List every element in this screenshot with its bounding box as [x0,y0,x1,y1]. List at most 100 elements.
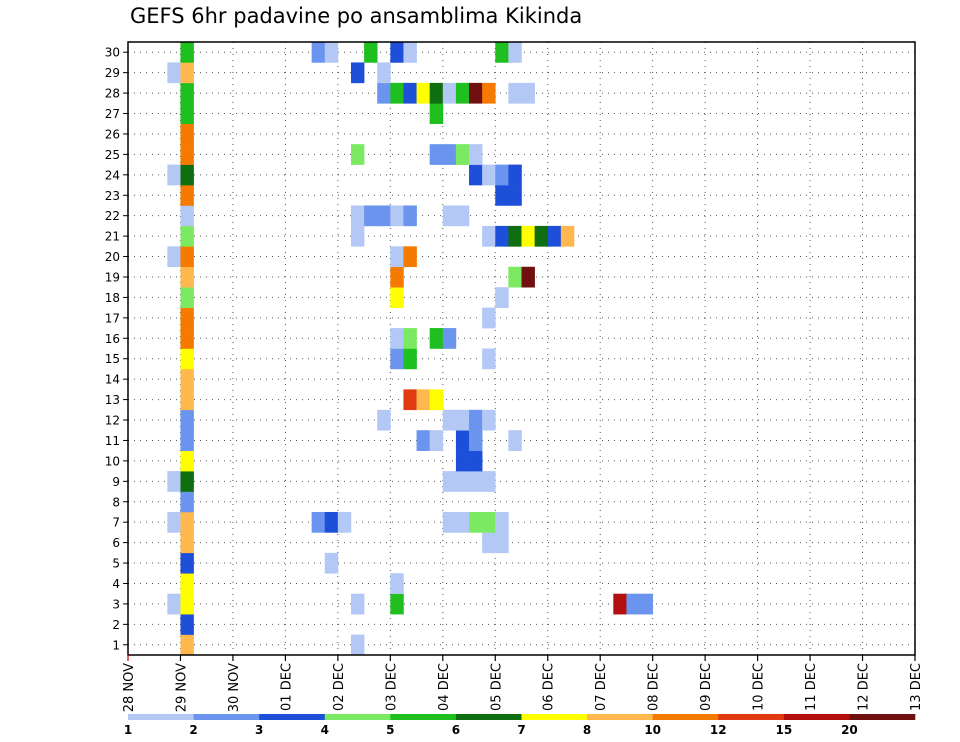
heatmap-cell [403,42,417,63]
heatmap-cell [180,123,194,145]
heatmap-cell [180,389,194,411]
heatmap-cell [429,144,444,165]
heatmap-cell [350,144,365,165]
heatmap-cell [482,307,496,329]
heatmap-cell [364,42,378,63]
heatmap-cell [442,409,457,431]
colorbar-label: 7 [517,723,525,737]
heatmap-cell [311,42,326,63]
heatmap-cell [442,82,457,104]
x-tick-label: 08 DEC [647,663,662,711]
x-tick-label: 01 DEC [279,663,294,711]
heatmap-cell [508,82,522,104]
y-tick-label: 12 [105,414,120,428]
x-tick-label: 09 DEC [699,663,714,711]
y-tick-label: 11 [105,434,120,448]
heatmap-cell [508,185,522,206]
y-tick-label: 5 [112,557,120,571]
x-tick-label: 12 DEC [857,663,872,711]
heatmap-cell [521,266,535,288]
heatmap-cell [324,511,339,533]
colorbar-label: 20 [841,723,858,737]
heatmap-cell [482,511,496,533]
heatmap-cell [324,552,339,574]
colorbar-swatch [128,714,194,720]
heatmap-cell [508,430,522,451]
x-tick-label: 11 DEC [804,663,819,711]
heatmap-cell [482,348,496,370]
y-tick-label: 13 [105,393,120,407]
y-tick-label: 6 [112,536,120,550]
y-tick-label: 21 [105,230,120,244]
heatmap-cell [180,42,194,63]
x-tick-label: 05 DEC [489,663,504,711]
x-tick-label: 13 DEC [909,663,924,711]
x-tick-label: 06 DEC [542,663,557,711]
colorbar-swatch [718,714,785,720]
heatmap-cell [180,450,194,472]
heatmap-cell [180,307,194,329]
heatmap-cell [429,430,444,451]
x-tick-label: 07 DEC [594,663,609,711]
y-tick-label: 24 [105,168,120,182]
heatmap-cell [167,164,181,186]
heatmap-cell [508,164,522,186]
heatmap-cell [167,471,181,492]
heatmap-cell [350,62,365,84]
heatmap-cell [180,573,194,594]
heatmap-cell [416,430,430,451]
chart-title: GEFS 6hr padavine po ansamblima Kikinda [130,4,583,28]
grid-layer [128,42,916,655]
heatmap-cell [390,42,404,63]
heatmap-cell [495,511,509,533]
heatmap-cell [180,409,194,431]
heatmap-cell [390,573,404,594]
heatmap-cell [560,225,575,247]
heatmap-cell [455,205,470,227]
heatmap-cell [390,328,404,349]
heatmap-cell [337,511,352,533]
heatmap-cell [350,634,365,656]
colorbar-swatch [193,714,260,720]
heatmap-cell [442,471,457,492]
heatmap-cell [390,246,404,268]
heatmap-cell [626,593,640,615]
heatmap-cell [429,328,444,349]
heatmap-cell [390,205,404,227]
x-tick-label: 02 DEC [332,663,347,711]
heatmap-cell [180,532,194,554]
y-tick-label: 15 [105,352,120,366]
x-tick-label: 04 DEC [437,663,452,711]
y-tick-label: 2 [112,618,120,632]
heatmap-cell [390,82,404,104]
colorbar-swatch [849,714,916,720]
heatmap-cell [482,409,496,431]
heatmap-cell [180,266,194,288]
heatmap-cell [377,82,391,104]
heatmap-cell [180,471,194,492]
heatmap-cell [429,103,444,125]
heatmap-cell [469,430,483,451]
colorbar-swatch [783,714,850,720]
colorbar-swatch [587,714,653,720]
heatmap-cell [180,593,194,615]
heatmap-cell [350,225,365,247]
heatmap-cell [180,328,194,349]
heatmap-cell [482,225,496,247]
y-tick-label: 17 [105,311,120,325]
y-tick-label: 22 [105,209,120,223]
heatmap-cell [403,389,417,411]
x-tick-label: 03 DEC [384,663,399,711]
heatmap-cell [469,164,483,186]
colorbar-label: 8 [583,723,591,737]
heatmap-cell [442,328,457,349]
y-tick-label: 1 [112,638,120,652]
plot-frame [127,41,916,656]
heatmap-cell [180,614,194,635]
heatmap-cell [521,225,535,247]
colorbar-label: 1 [124,723,132,737]
heatmap-cell [364,205,378,227]
y-tick-label: 7 [112,516,120,530]
heatmap-cell [377,62,391,84]
x-tick-label: 29 NOV [174,663,189,712]
